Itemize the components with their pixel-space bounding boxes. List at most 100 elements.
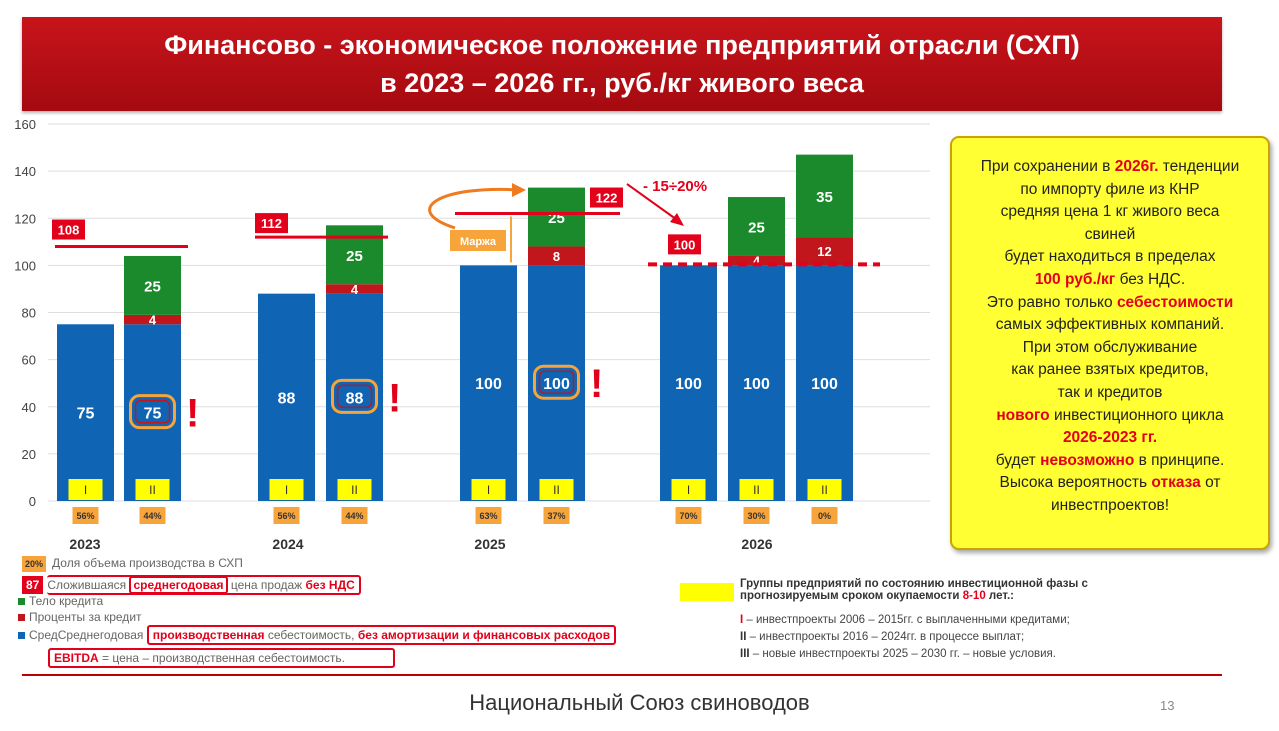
exclamation-mark: ! — [388, 376, 401, 420]
year-label: 2023 — [69, 536, 100, 552]
y-tick-label: 160 — [14, 117, 36, 132]
share-tag-label: 0% — [818, 511, 831, 521]
bar-cost-label: 100 — [811, 376, 838, 393]
price-tag — [590, 187, 623, 208]
group-tag — [539, 479, 574, 500]
group-tag-label: I — [84, 483, 87, 497]
groups-title: Группы предприятий по состоянию инвестиц… — [740, 578, 1088, 602]
price-tag-label: 108 — [58, 223, 80, 238]
bar-interest — [326, 284, 383, 294]
legend-loan-body: Тело кредита — [18, 594, 103, 608]
group-tag-swatch — [680, 583, 734, 601]
bar-loan-body — [124, 255, 181, 315]
group-tag-label: II — [553, 483, 560, 497]
group-tag-label: II — [149, 483, 156, 497]
group-tag — [269, 479, 304, 500]
bar-body-label: 25 — [748, 219, 765, 236]
bar-cost — [460, 265, 517, 501]
share-tag-label: 70% — [679, 511, 697, 521]
year-sublabel: оценка — [466, 555, 514, 560]
highlight-ring — [533, 364, 580, 400]
bar-cost-label: 88 — [278, 390, 296, 407]
bar-loan-body — [528, 187, 585, 247]
highlight-inner-ring — [336, 384, 373, 409]
group-tag-label: II — [351, 483, 358, 497]
forecast-note-box: При сохранении в 2026г. тенденции по имп… — [950, 136, 1270, 550]
margin-arrow-head — [512, 183, 526, 197]
group-tag-label: I — [285, 483, 288, 497]
bar-interest — [728, 255, 785, 266]
exclamation-mark: ! — [590, 362, 603, 406]
price-tag — [52, 219, 85, 240]
bar-body-label: 25 — [144, 278, 161, 295]
share-tag — [341, 507, 368, 524]
legend-price-tag: 87 — [22, 576, 44, 594]
bar-cost — [57, 324, 114, 501]
bar-interest — [796, 237, 853, 266]
bar-interest-label: 4 — [149, 313, 157, 328]
legend-cost: СредСреднегодовая производственная себес… — [18, 625, 617, 645]
y-tick-label: 100 — [14, 258, 36, 273]
bar-interest — [124, 314, 181, 325]
share-tag-label: 63% — [479, 511, 497, 521]
price-tag — [668, 234, 701, 255]
drop-arrow — [626, 183, 681, 223]
group-tag — [68, 479, 103, 500]
year-label: 2025 — [474, 536, 505, 552]
highlight-ring — [129, 394, 176, 430]
bar-body-label: 35 — [816, 189, 833, 206]
group-tag — [135, 479, 170, 500]
share-tag — [675, 507, 702, 524]
y-tick-label: 40 — [22, 400, 36, 415]
share-tag — [475, 507, 502, 524]
bar-interest — [528, 246, 585, 266]
margin-label: Маржа — [460, 236, 497, 248]
year-label: 2024 — [272, 536, 303, 552]
price-tag-label: 100 — [674, 237, 696, 252]
footer-divider — [22, 674, 1222, 676]
year-label: 2026 — [741, 536, 772, 552]
title-banner: Финансово - экономическое положение пред… — [22, 17, 1222, 111]
drop-arrow-head — [670, 213, 684, 226]
group-tag — [671, 479, 706, 500]
share-tag-label: 37% — [547, 511, 565, 521]
legend-share-tag: 20% — [22, 556, 47, 572]
bar-cost-label: 100 — [543, 376, 570, 393]
share-tag — [743, 507, 770, 524]
share-tag — [72, 507, 99, 524]
legend-share: 20% Доля объема производства в СХП — [22, 556, 243, 572]
group-tag — [337, 479, 372, 500]
y-tick-label: 60 — [22, 353, 36, 368]
bar-cost-label: 100 — [675, 376, 702, 393]
bar-interest-label: 4 — [351, 282, 359, 297]
bar-cost-label: 75 — [144, 406, 162, 423]
price-tag — [255, 213, 288, 234]
share-tag-label: 44% — [345, 511, 363, 521]
y-tick-label: 120 — [14, 211, 36, 226]
exclamation-mark: ! — [186, 392, 199, 436]
bar-cost — [728, 265, 785, 501]
bar-cost-label: 100 — [743, 376, 770, 393]
bar-interest-label: 4 — [753, 254, 761, 269]
group-tag — [471, 479, 506, 500]
share-tag — [273, 507, 300, 524]
bar-loan-body — [728, 197, 785, 256]
price-tag-label: 112 — [261, 216, 282, 231]
page-number: 13 — [1160, 698, 1175, 713]
y-tick-label: 0 — [29, 494, 36, 509]
footer-organization: Национальный Союз свиноводов — [469, 690, 810, 715]
legend-price: 87 Сложившаяся среднегодовая цена продаж … — [22, 575, 361, 595]
bar-body-label: 25 — [346, 248, 363, 265]
title-line-2: в 2023 – 2026 гг., руб./кг живого веса — [380, 68, 864, 98]
title-line-1: Финансово - экономическое положение пред… — [164, 30, 1080, 60]
group-tag — [739, 479, 774, 500]
group-tag-label: II — [753, 483, 760, 497]
margin-arrow — [428, 187, 521, 230]
bar-cost — [258, 293, 315, 501]
y-tick-label: 140 — [14, 164, 36, 179]
bar-cost-label: 100 — [475, 376, 502, 393]
groups-list: I – инвестпроекты 2006 – 2015гг. с выпла… — [740, 614, 1070, 660]
bar-cost — [796, 265, 853, 501]
bar-interest-label: 8 — [553, 249, 560, 264]
bar-cost — [660, 265, 717, 501]
